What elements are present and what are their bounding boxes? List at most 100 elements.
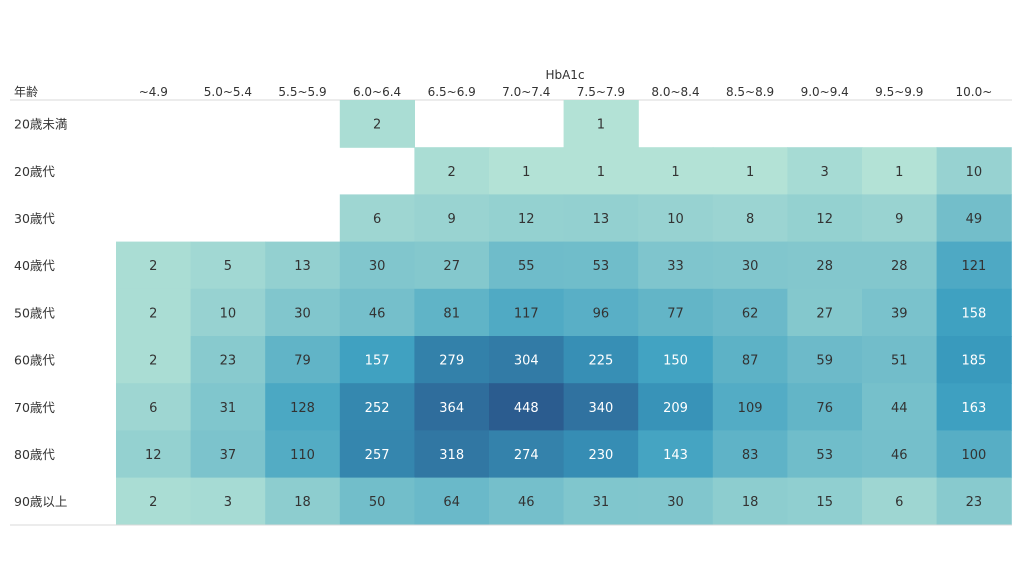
heatmap-cell xyxy=(489,336,565,384)
heatmap-cell xyxy=(489,430,565,479)
row-label: 80歳代 xyxy=(14,447,55,462)
cell-value: 157 xyxy=(365,354,390,369)
heatmap-cell xyxy=(712,477,788,526)
heatmap-cell xyxy=(936,430,1012,479)
cell-value: 1 xyxy=(522,165,530,180)
heatmap-cell xyxy=(862,147,938,195)
cell-value: 30 xyxy=(742,259,759,274)
heatmap-cell xyxy=(787,194,863,243)
cell-value: 209 xyxy=(663,401,688,416)
cell-value: 12 xyxy=(816,212,833,227)
heatmap-cell xyxy=(787,336,863,384)
cell-value: 79 xyxy=(294,354,311,369)
row-labels: 20歳未満 20歳代 30歳代 40歳代 50歳代 60歳代 70歳代 80歳代 90歳以上 xyxy=(14,117,67,510)
row-label: 50歳代 xyxy=(14,305,55,320)
heatmap-cell xyxy=(414,288,490,337)
heatmap-cell xyxy=(563,147,639,195)
cell-value: 53 xyxy=(816,448,833,463)
heatmap-cell xyxy=(638,477,714,526)
cell-value: 9 xyxy=(448,212,456,227)
heatmap-cell xyxy=(265,383,341,431)
cell-value: 33 xyxy=(667,259,684,274)
heatmap-cell xyxy=(414,194,490,243)
cell-value: 77 xyxy=(667,306,684,321)
heatmap-cell xyxy=(936,241,1012,290)
heatmap-cell xyxy=(563,100,639,148)
cell-value: 150 xyxy=(663,354,688,369)
cell-value: 18 xyxy=(294,495,311,510)
cell-value: 31 xyxy=(220,401,237,416)
heatmap-cell xyxy=(116,383,192,431)
heatmap-cell xyxy=(265,241,341,290)
cell-value: 1 xyxy=(597,165,605,180)
column-axis-title: HbA1c xyxy=(545,68,584,82)
heatmap-cell xyxy=(936,336,1012,384)
column-label: 5.5~5.9 xyxy=(278,85,326,99)
cell-value: 1 xyxy=(597,118,605,133)
cell-value: 158 xyxy=(961,306,986,321)
cell-value: 31 xyxy=(593,495,610,510)
column-label: 8.5~8.9 xyxy=(726,85,774,99)
heatmap-cell xyxy=(787,241,863,290)
cell-value: 53 xyxy=(593,259,610,274)
cell-value: 76 xyxy=(816,401,833,416)
heatmap-cell xyxy=(936,383,1012,431)
cell-value: 2 xyxy=(448,165,456,180)
heatmap-cell xyxy=(339,477,415,526)
heatmap-cell xyxy=(936,477,1012,526)
heatmap-cell xyxy=(265,430,341,479)
heatmap-cell xyxy=(414,430,490,479)
heatmap-cell xyxy=(563,477,639,526)
cell-value: 46 xyxy=(891,448,908,463)
heatmap-cell xyxy=(190,477,266,526)
cell-value: 28 xyxy=(891,259,908,274)
heatmap-cell xyxy=(712,336,788,384)
cell-value: 9 xyxy=(895,212,903,227)
heatmap-cell xyxy=(638,194,714,243)
row-label: 40歳代 xyxy=(14,258,55,273)
cell-value: 15 xyxy=(816,495,833,510)
heatmap-cell xyxy=(414,336,490,384)
cell-value: 274 xyxy=(514,448,539,463)
heatmap-cell xyxy=(862,383,938,431)
cell-value: 50 xyxy=(369,495,386,510)
cell-value: 109 xyxy=(738,401,763,416)
heatmap-cell xyxy=(489,477,565,526)
cell-value: 143 xyxy=(663,448,688,463)
cell-value: 6 xyxy=(373,212,381,227)
column-label: 7.5~7.9 xyxy=(577,85,625,99)
heatmap-cell xyxy=(936,194,1012,243)
heatmap-cell xyxy=(787,147,863,195)
row-label: 70歳代 xyxy=(14,400,55,415)
heatmap-cell xyxy=(116,288,192,337)
cell-value: 10 xyxy=(667,212,684,227)
heatmap-cell xyxy=(339,336,415,384)
cell-value: 1 xyxy=(895,165,903,180)
cell-value: 13 xyxy=(294,259,311,274)
row-label: 20歳未満 xyxy=(14,117,67,132)
cell-value: 23 xyxy=(220,354,237,369)
cell-value: 2 xyxy=(149,495,157,510)
row-label: 20歳代 xyxy=(14,164,55,179)
cell-value: 18 xyxy=(742,495,759,510)
cell-value: 185 xyxy=(961,354,986,369)
cell-value: 30 xyxy=(369,259,386,274)
cell-value: 27 xyxy=(443,259,460,274)
cell-value: 318 xyxy=(439,448,464,463)
heatmap-cell xyxy=(414,477,490,526)
heatmap-cell xyxy=(712,430,788,479)
cell-value: 10 xyxy=(220,306,237,321)
heatmap-cell xyxy=(862,194,938,243)
heatmap-cell xyxy=(862,430,938,479)
heatmap-cell xyxy=(563,288,639,337)
cell-value: 96 xyxy=(593,306,610,321)
cell-value: 2 xyxy=(149,306,157,321)
cell-value: 46 xyxy=(518,495,535,510)
cell-value: 23 xyxy=(966,495,983,510)
cell-value: 2 xyxy=(149,259,157,274)
column-label: 6.5~6.9 xyxy=(428,85,476,99)
heatmap-cell xyxy=(787,288,863,337)
heatmap-cells: 2 12 1 1 1 1 3 1 106 9 12 13 10 8 12 9 492 5 13 30 27 55 53 33 3… xyxy=(116,100,1012,526)
heatmap-cell xyxy=(936,288,1012,337)
heatmap-cell xyxy=(190,430,266,479)
